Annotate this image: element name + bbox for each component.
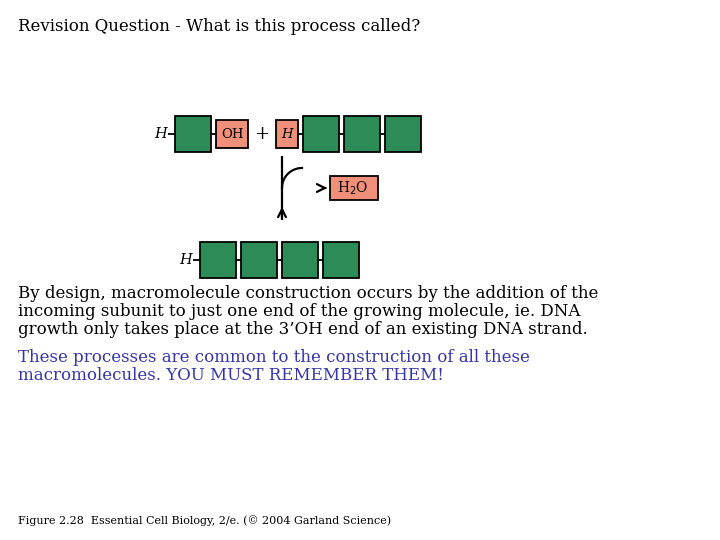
Text: macromolecules. YOU MUST REMEMBER THEM!: macromolecules. YOU MUST REMEMBER THEM! [18, 367, 444, 384]
Text: These processes are common to the construction of all these: These processes are common to the constr… [18, 349, 530, 366]
Text: incoming subunit to just one end of the growing molecule, ie. DNA: incoming subunit to just one end of the … [18, 303, 580, 320]
Text: H: H [282, 127, 293, 140]
Bar [175, 116, 211, 152]
Bar [344, 116, 380, 152]
Bar [385, 116, 421, 152]
Bar [323, 242, 359, 278]
Bar [330, 176, 378, 200]
Bar [282, 242, 318, 278]
Bar [276, 120, 298, 148]
Text: Figure 2.28  Essential Cell Biology, 2/e. (© 2004 Garland Science): Figure 2.28 Essential Cell Biology, 2/e.… [18, 515, 391, 526]
Text: Revision Question - What is this process called?: Revision Question - What is this process… [18, 18, 420, 35]
Text: growth only takes place at the 3’OH end of an existing DNA strand.: growth only takes place at the 3’OH end … [18, 321, 588, 338]
Bar [200, 242, 236, 278]
Bar [216, 120, 248, 148]
Text: By design, macromolecule construction occurs by the addition of the: By design, macromolecule construction oc… [18, 285, 598, 302]
Bar [241, 242, 277, 278]
Text: H: H [179, 253, 192, 267]
Text: H$_2$O: H$_2$O [338, 179, 369, 197]
Text: OH: OH [221, 127, 243, 140]
Text: +: + [254, 125, 269, 143]
Text: H: H [154, 127, 167, 141]
Bar [303, 116, 339, 152]
